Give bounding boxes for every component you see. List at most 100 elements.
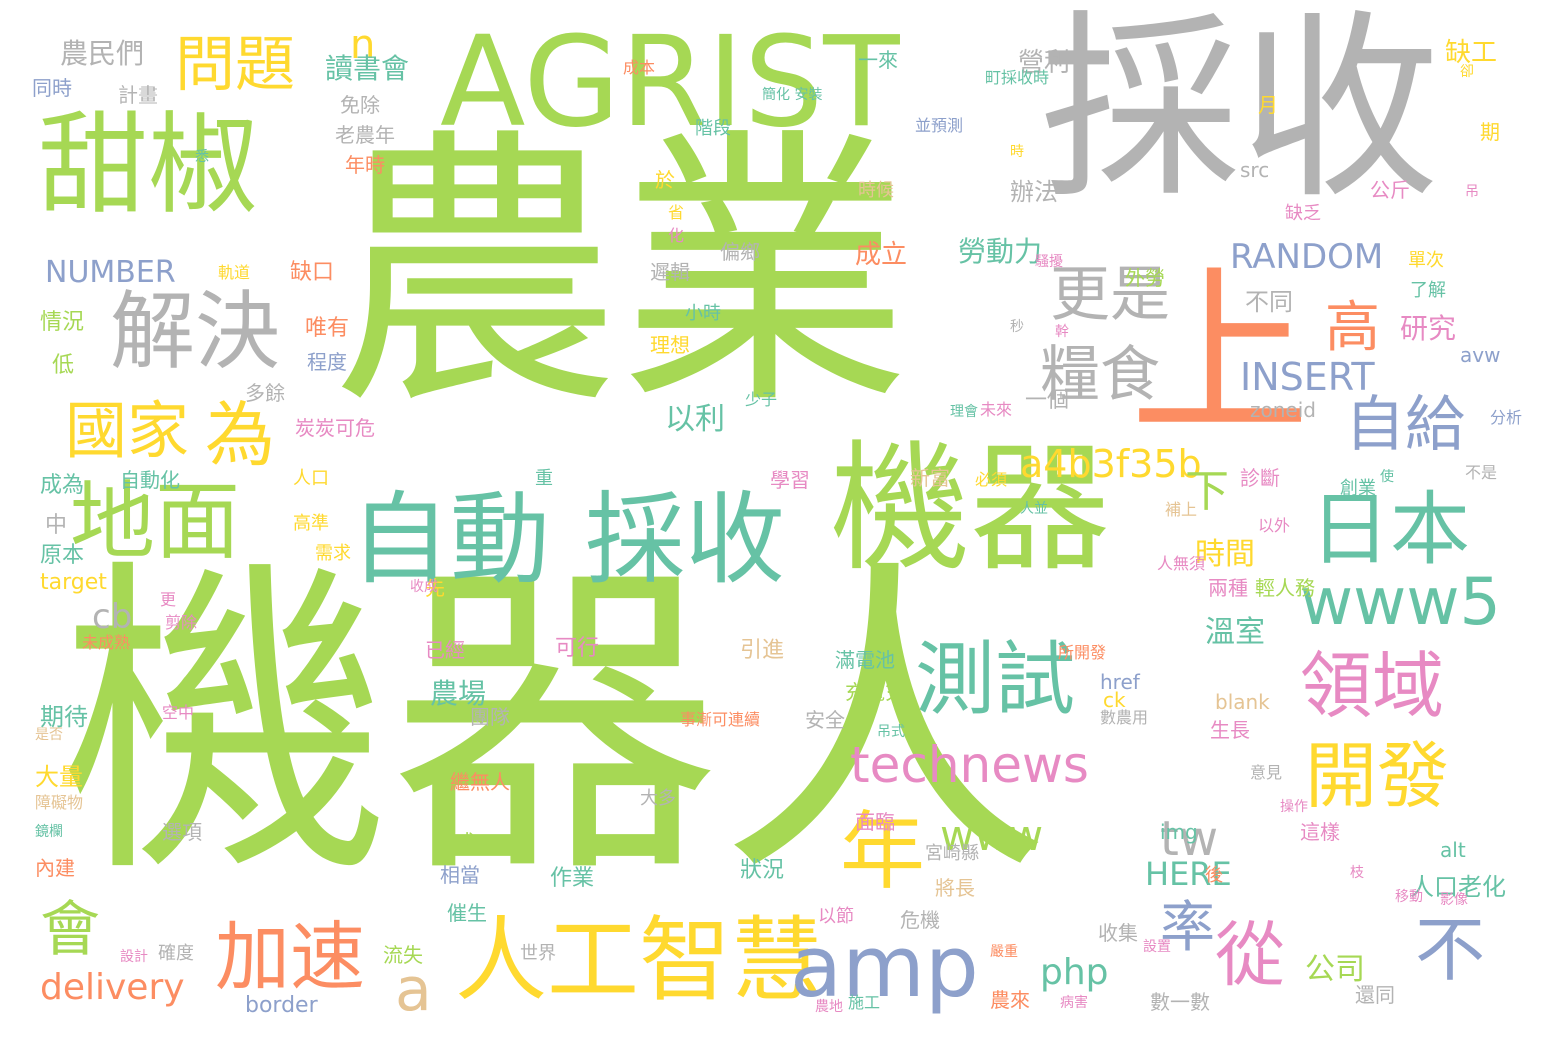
- cloud-word: 騷擾: [1035, 254, 1063, 270]
- cloud-word: 化: [668, 226, 685, 245]
- cloud-word: 確度: [158, 943, 194, 964]
- cloud-word: 所開發: [1058, 643, 1107, 662]
- cloud-word: 人無須: [1157, 554, 1206, 573]
- cloud-word: 解決: [110, 283, 281, 382]
- cloud-word: 幹: [1055, 324, 1069, 340]
- cloud-word: 開發: [1305, 734, 1450, 818]
- cloud-word: 率: [1160, 895, 1216, 959]
- cloud-word: 嚴重: [990, 944, 1018, 960]
- cloud-word: 一個: [1025, 388, 1070, 413]
- cloud-word: 期: [1480, 120, 1500, 144]
- cloud-word: 不: [1415, 909, 1485, 991]
- cloud-word: technews: [850, 736, 1089, 794]
- cloud-word: 了解: [1410, 280, 1446, 301]
- cloud-word: 採收: [1040, 0, 1441, 226]
- cloud-word: 農場: [430, 677, 487, 710]
- cloud-word: 省: [668, 203, 685, 222]
- cloud-word: 繼無人: [450, 770, 510, 794]
- cloud-word: 缺口: [290, 260, 335, 285]
- cloud-word: 糧食: [1040, 340, 1160, 410]
- cloud-word: 階段: [695, 118, 731, 139]
- cloud-word: 遲輯: [650, 260, 690, 284]
- cloud-word: 可行: [555, 636, 600, 661]
- cloud-word: www5: [1300, 565, 1501, 640]
- cloud-word: NUMBER: [45, 255, 176, 290]
- cloud-word: 重: [535, 468, 553, 489]
- cloud-word: 年: [840, 803, 926, 902]
- cloud-word: 外勞: [1125, 266, 1165, 290]
- cloud-word: 卻: [1460, 64, 1474, 80]
- cloud-word: 更: [160, 590, 177, 609]
- cloud-word: 數一數: [1150, 990, 1210, 1014]
- cloud-word: 農業: [330, 106, 910, 443]
- cloud-word: 時候: [858, 180, 894, 201]
- cloud-word: 影像: [1440, 892, 1468, 908]
- cloud-word: alt: [1440, 838, 1466, 862]
- cloud-word: 公斤: [1370, 178, 1410, 202]
- cloud-word: 從: [1215, 914, 1285, 996]
- cloud-word: RANDOM: [1230, 237, 1384, 277]
- cloud-word: target: [40, 570, 107, 595]
- cloud-word: 計畫: [118, 83, 158, 107]
- cloud-word: www: [940, 811, 1044, 860]
- cloud-word: 大多: [640, 788, 676, 809]
- cloud-word: 先: [425, 576, 445, 600]
- cloud-word: 秒: [1010, 319, 1024, 335]
- cloud-word: 缺乏: [1285, 203, 1321, 224]
- cloud-word: 農來: [990, 988, 1030, 1012]
- cloud-word: 診斷: [1240, 466, 1280, 490]
- cloud-word: 地面: [70, 473, 241, 572]
- cloud-word: 未來: [980, 400, 1013, 419]
- cloud-word: 國家: [65, 394, 190, 467]
- cloud-word: 作業: [550, 866, 595, 891]
- cloud-word: 內建: [35, 856, 75, 880]
- cloud-word: 輕人務: [1255, 576, 1315, 600]
- cloud-word: 機器: [830, 428, 1111, 591]
- cloud-word: 讀書會: [325, 52, 410, 85]
- cloud-word: 測試: [915, 633, 1075, 726]
- cloud-word: 收集: [1098, 921, 1138, 945]
- cloud-word: 宮崎縣: [925, 843, 979, 864]
- cloud-word: 高: [1325, 295, 1381, 359]
- cloud-word: 人工智慧: [455, 907, 824, 1014]
- cloud-word: 一來: [858, 48, 898, 72]
- cloud-word: 時間: [1195, 537, 1255, 572]
- cloud-word: INSERT: [1240, 355, 1375, 399]
- cloud-word: 採收: [585, 481, 785, 598]
- cloud-word: 空中: [162, 703, 195, 722]
- cloud-word: 缺工: [1445, 38, 1498, 68]
- cloud-word: 事漸可連續: [680, 710, 761, 729]
- cloud-word: 時: [1010, 144, 1024, 160]
- cloud-word: 以利: [665, 402, 725, 437]
- cloud-word: 程度: [307, 350, 347, 374]
- cloud-word: 同時: [32, 76, 72, 100]
- cloud-word: 是否: [35, 727, 63, 743]
- cloud-word: cb: [92, 597, 133, 637]
- cloud-word: 以節: [818, 906, 854, 927]
- cloud-word: 人口老化: [1410, 873, 1506, 901]
- cloud-word: 移動: [1395, 889, 1423, 905]
- cloud-word: 剪除: [165, 613, 198, 632]
- cloud-word: 老農年: [335, 123, 395, 147]
- cloud-word: 情況: [40, 310, 85, 335]
- cloud-word: 成立: [855, 240, 908, 270]
- cloud-word: 會: [40, 895, 100, 965]
- cloud-word: 於: [655, 168, 675, 192]
- cloud-word: 吊式: [877, 724, 905, 740]
- cloud-word: 學習: [770, 468, 810, 492]
- cloud-word: 這樣: [1300, 820, 1340, 844]
- cloud-word: 單次: [1408, 250, 1444, 271]
- cloud-word: 低: [52, 353, 75, 378]
- cloud-word: 人並: [1020, 501, 1048, 517]
- cloud-word: avw: [1460, 343, 1501, 367]
- cloud-word: 唯有: [305, 316, 350, 341]
- cloud-word: 新富: [910, 466, 950, 490]
- cloud-word: 自動化: [120, 468, 180, 492]
- cloud-word: 問題: [175, 30, 295, 100]
- cloud-word: 下: [1185, 466, 1229, 517]
- cloud-word: 軌道: [218, 263, 251, 282]
- cloud-word: 悉: [195, 149, 209, 165]
- cloud-word: 原本: [40, 543, 85, 568]
- cloud-word: 免除: [340, 93, 380, 117]
